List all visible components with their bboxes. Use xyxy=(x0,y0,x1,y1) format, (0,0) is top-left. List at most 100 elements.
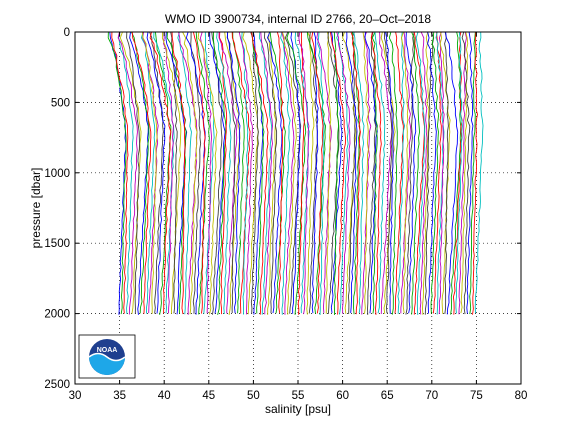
salinity-profile-line xyxy=(231,31,251,314)
x-tick-label: 65 xyxy=(381,390,394,402)
salinity-profile-line xyxy=(383,31,393,314)
salinity-profile-line xyxy=(219,31,228,315)
x-tick-label: 30 xyxy=(69,390,82,402)
salinity-profile-line xyxy=(472,31,478,315)
salinity-profile-line xyxy=(415,31,426,315)
salinity-profile-line xyxy=(317,31,325,316)
salinity-profile-line xyxy=(190,31,202,314)
salinity-profile-line xyxy=(200,31,213,314)
salinity-profile-line xyxy=(266,31,283,314)
x-tick-label: 60 xyxy=(336,390,349,402)
salinity-profile-line xyxy=(118,31,134,314)
salinity-profile-line xyxy=(445,31,459,315)
salinity-profile-line xyxy=(345,31,358,313)
salinity-profile-line xyxy=(371,31,378,314)
noaa-logo-wave xyxy=(88,352,126,362)
x-tick-label: 45 xyxy=(202,390,215,402)
salinity-profile-line xyxy=(146,31,166,314)
salinity-profile-line xyxy=(336,31,351,314)
y-tick-label: 0 xyxy=(64,27,70,39)
salinity-profile-line xyxy=(311,31,324,314)
salinity-profile-line xyxy=(171,31,186,315)
salinity-profile-line xyxy=(163,31,174,314)
salinity-profile-line xyxy=(385,31,394,314)
ticks xyxy=(74,31,522,385)
salinity-profile-line xyxy=(424,31,435,315)
x-tick-label: 70 xyxy=(425,390,438,402)
salinity-profile-line xyxy=(263,31,278,314)
y-tick-label: 1500 xyxy=(44,238,70,250)
salinity-profile-line xyxy=(461,31,471,315)
salinity-profile-line xyxy=(405,31,417,314)
x-tick-label: 75 xyxy=(470,390,483,402)
salinity-profile-line xyxy=(281,31,297,315)
salinity-profile-line xyxy=(232,31,245,314)
salinity-profile-line xyxy=(131,31,150,314)
salinity-profile-line xyxy=(241,31,249,315)
salinity-profile-line xyxy=(251,31,269,315)
salinity-profile-line xyxy=(306,31,315,315)
salinity-profile-line xyxy=(374,31,386,314)
salinity-profile-line xyxy=(474,31,484,314)
salinity-profile-line xyxy=(212,31,227,315)
noaa-logo-text: NOAA xyxy=(97,347,118,354)
salinity-profile-line xyxy=(153,31,175,314)
salinity-profile-line xyxy=(422,31,430,315)
salinity-profile-line xyxy=(258,31,273,315)
salinity-profile-line xyxy=(361,31,372,315)
y-tick-labels: 0 500 1000 1500 2000 2500 xyxy=(44,27,70,391)
y-tick-label: 2500 xyxy=(44,379,70,391)
salinity-profile-line xyxy=(294,31,310,314)
salinity-profile-line xyxy=(269,31,286,314)
salinity-profile-line xyxy=(185,31,206,315)
salinity-profile-line xyxy=(329,31,346,315)
salinity-profile-line xyxy=(411,31,420,315)
profiles-group xyxy=(107,31,484,316)
salinity-profile-line xyxy=(149,31,164,314)
salinity-profile-line xyxy=(362,31,369,314)
salinity-profile-line xyxy=(177,31,192,315)
salinity-profile-line xyxy=(227,31,241,314)
salinity-profile-line xyxy=(216,31,232,314)
x-tick-labels: 30 35 40 45 50 55 60 65 70 75 80 xyxy=(69,390,528,402)
salinity-profile-line xyxy=(226,31,236,314)
x-tick-label: 50 xyxy=(247,390,260,402)
salinity-profile-line xyxy=(466,31,474,314)
x-tick-label: 35 xyxy=(113,390,126,402)
salinity-profile-line xyxy=(111,31,129,314)
salinity-profile-line xyxy=(251,31,265,314)
salinity-profile-line xyxy=(281,31,295,315)
salinity-profile-line xyxy=(238,31,253,315)
salinity-profile-line xyxy=(298,31,310,315)
salinity-profile-line xyxy=(149,31,172,314)
salinity-profile-line xyxy=(267,31,277,315)
y-tick-label: 2000 xyxy=(44,309,70,321)
salinity-profile-line xyxy=(336,31,349,315)
salinity-profile-line xyxy=(182,31,198,315)
salinity-profile-line xyxy=(432,31,442,314)
salinity-profile-line xyxy=(211,31,223,315)
salinity-profile-line xyxy=(224,31,241,315)
y-tick-label: 1000 xyxy=(44,168,70,180)
salinity-profile-line xyxy=(379,31,393,315)
salinity-profile-line xyxy=(452,31,463,315)
chart-title: WMO ID 3900734, internal ID 2766, 20–Oct… xyxy=(165,12,431,26)
x-axis-label: salinity [psu] xyxy=(265,402,331,416)
salinity-profile-line xyxy=(419,31,428,315)
salinity-profile-line xyxy=(311,31,319,314)
x-tick-label: 55 xyxy=(292,390,305,402)
salinity-profile-line xyxy=(347,31,356,314)
salinity-profile-line xyxy=(252,31,264,315)
salinity-profile-line xyxy=(350,31,361,315)
salinity-profile-line xyxy=(400,31,409,314)
salinity-profile-line xyxy=(438,31,445,314)
salinity-profile-line xyxy=(155,31,172,315)
salinity-profile-line xyxy=(250,31,259,315)
salinity-profile-line xyxy=(444,31,449,314)
x-tick-label: 80 xyxy=(515,390,528,402)
salinity-profile-line xyxy=(458,31,467,315)
salinity-profile-line xyxy=(126,31,141,314)
salinity-profile-line xyxy=(197,31,218,315)
salinity-profile-line xyxy=(260,31,273,315)
